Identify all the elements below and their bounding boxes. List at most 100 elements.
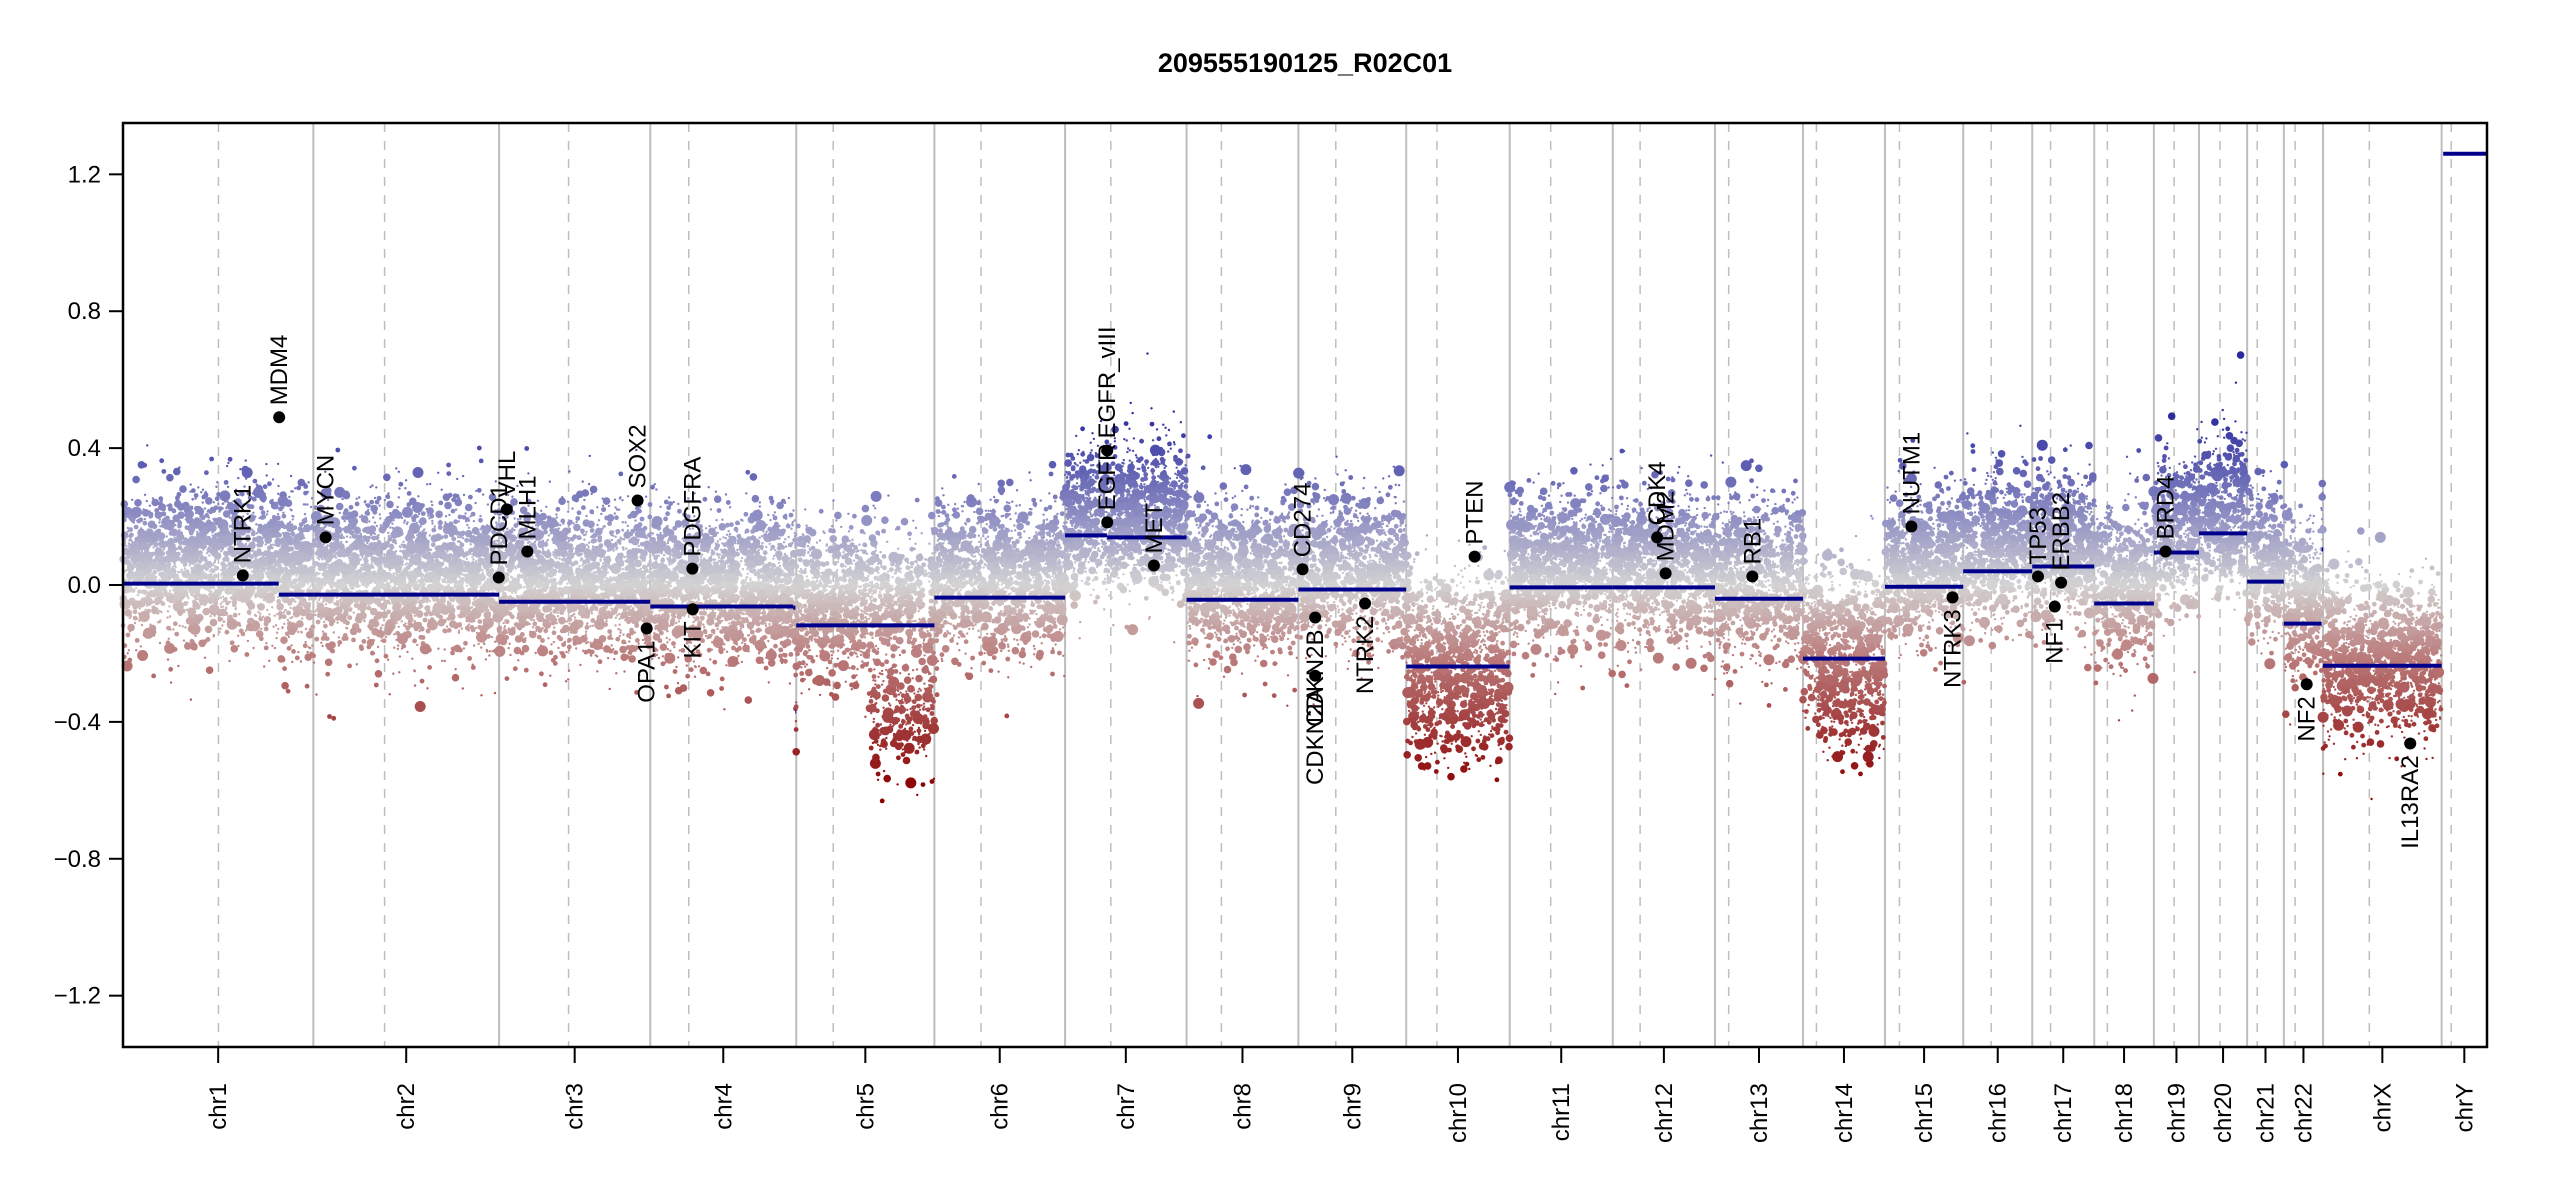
probe-point	[184, 642, 192, 650]
probe-point	[420, 635, 426, 640]
probe-point	[406, 554, 409, 557]
probe-point	[173, 467, 181, 476]
probe-point	[349, 528, 352, 531]
probe-point	[537, 645, 549, 657]
probe-point	[184, 518, 187, 521]
probe-point	[421, 553, 427, 559]
probe-point	[273, 504, 279, 510]
probe-point	[467, 560, 470, 564]
probe-point	[490, 598, 493, 601]
probe-point	[181, 535, 185, 538]
probe-point	[436, 566, 444, 575]
probe-point	[296, 572, 299, 576]
probe-point	[443, 648, 446, 651]
probe-point	[204, 572, 208, 576]
probe-point	[389, 581, 393, 584]
probe-point	[335, 541, 341, 547]
probe-point	[374, 658, 380, 664]
probe-point	[218, 608, 224, 614]
probe-point	[180, 585, 183, 589]
probe-point	[457, 598, 461, 601]
probe-point	[131, 574, 137, 580]
probe-point	[291, 660, 294, 664]
probe-point	[419, 626, 425, 632]
probe-point	[464, 625, 470, 631]
probe-point	[336, 621, 339, 624]
probe-point	[244, 459, 247, 462]
probe-point	[412, 467, 424, 478]
probe-point	[272, 543, 275, 546]
probe-point	[165, 640, 171, 646]
probe-point	[237, 634, 240, 637]
probe-point	[326, 642, 334, 651]
probe-point	[172, 628, 175, 631]
probe-point	[472, 644, 476, 647]
probe-point	[174, 631, 180, 637]
probe-point	[348, 504, 354, 510]
probe-point	[406, 491, 412, 496]
probe-point	[471, 539, 474, 543]
probe-point	[206, 540, 209, 544]
probe-point	[407, 583, 410, 586]
probe-point	[278, 607, 281, 611]
probe-point	[477, 561, 482, 567]
probe-point	[334, 529, 338, 533]
probe-point	[371, 619, 380, 628]
probe-point	[464, 551, 467, 554]
probe-point	[218, 535, 227, 543]
probe-point	[141, 589, 146, 595]
probe-point	[329, 644, 332, 647]
probe-point	[160, 610, 163, 614]
probe-point	[304, 683, 310, 689]
probe-point	[397, 609, 403, 614]
probe-point	[129, 578, 132, 581]
probe-point	[143, 517, 147, 521]
probe-point	[254, 573, 260, 579]
probe-point	[478, 517, 483, 523]
probe-point	[434, 602, 442, 610]
probe-point	[259, 577, 262, 581]
probe-point	[285, 688, 291, 694]
probe-point	[298, 588, 301, 591]
probe-point	[477, 619, 483, 624]
probe-point	[329, 585, 332, 588]
probe-point	[263, 665, 266, 668]
probe-point	[198, 617, 201, 620]
probe-point	[151, 606, 159, 615]
probe-point	[197, 558, 203, 564]
probe-point	[469, 581, 472, 584]
probe-point	[431, 503, 434, 507]
probe-point	[234, 488, 238, 491]
probe-point	[389, 526, 392, 529]
probe-point	[639, 541, 645, 547]
probe-point	[264, 572, 268, 575]
probe-point	[246, 639, 250, 643]
probe-point	[451, 536, 457, 542]
probe-point	[395, 467, 398, 470]
probe-point	[245, 623, 254, 631]
probe-point	[263, 645, 269, 651]
probe-point	[178, 529, 181, 532]
probe-point	[370, 650, 375, 656]
probe-point	[388, 602, 392, 605]
probe-point	[311, 653, 316, 659]
probe-point	[487, 589, 490, 592]
probe-point	[454, 668, 457, 671]
probe-point	[268, 551, 272, 554]
probe-point	[450, 508, 456, 514]
probe-point	[148, 504, 152, 507]
probe-point	[380, 556, 385, 561]
probe-point	[534, 651, 537, 655]
probe-point	[244, 629, 248, 632]
probe-point	[465, 584, 469, 587]
probe-point	[133, 565, 137, 568]
probe-point	[411, 517, 417, 523]
probe-point	[451, 556, 460, 564]
probe-point	[469, 543, 472, 546]
probe-point	[423, 611, 429, 617]
probe-point	[462, 493, 466, 497]
probe-point	[130, 539, 133, 543]
probe-point	[262, 484, 268, 490]
probe-point	[296, 485, 302, 491]
probe-point	[301, 617, 304, 620]
